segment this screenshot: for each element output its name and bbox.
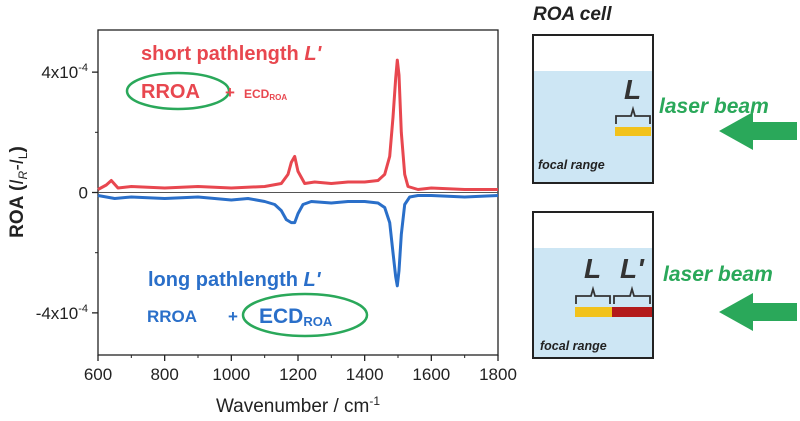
roa-cell-diagram: ROA cell L focal range laser beam L L' f… — [532, 4, 797, 359]
laser-beam-arrow — [719, 293, 797, 331]
pathlength-label-L: L — [624, 74, 641, 105]
cell-liquid — [533, 248, 653, 358]
y-tick-label: -4x10-4 — [36, 303, 88, 323]
pathlength-brace-L — [575, 285, 611, 304]
focal-range-label: focal range — [538, 158, 605, 172]
x-tick-label: 1400 — [346, 365, 384, 384]
x-axis-title: Wavenumber / cm-1 — [216, 394, 380, 417]
focal-range-label: focal range — [540, 339, 607, 353]
laser-beam-label: laser beam — [659, 95, 769, 118]
y-axis-ticks: 4x10-4 0 -4x10-4 — [36, 62, 98, 323]
roa-spectrum-chart: 600 800 1000 1200 1400 1600 1800 4x10-4 0 -4x10-… — [7, 29, 517, 417]
pathlength-label-L: L — [584, 253, 601, 284]
cell-border — [532, 211, 654, 359]
extended-pathlength-bar — [612, 307, 652, 317]
cell-long-pathlength: L L' focal range laser beam — [532, 211, 797, 359]
laser-beam-label: laser beam — [663, 263, 773, 286]
annotation-top-ecd: ECDROA — [244, 87, 287, 102]
ecd-highlight-ellipse — [241, 292, 369, 338]
annotation-long-pathlength: long pathlength L' — [148, 269, 322, 291]
series-line-0 — [97, 58, 498, 191]
laser-beam-arrow — [719, 112, 797, 150]
annotation-top-plus: + — [225, 83, 235, 102]
x-tick-label: 1600 — [412, 365, 450, 384]
annotation-bottom-rroa: RROA — [147, 307, 197, 326]
x-tick-label: 600 — [84, 365, 112, 384]
rroa-highlight-ellipse — [125, 71, 231, 111]
y-axis-title: ROA (IR-IL) — [7, 146, 30, 238]
pathlength-brace-Lprime — [613, 285, 651, 304]
annotation-top-rroa: RROA — [141, 81, 200, 103]
series-line-1 — [97, 194, 499, 288]
cell-border — [532, 34, 654, 184]
focal-range-bar — [615, 127, 651, 136]
x-tick-label: 1000 — [212, 365, 250, 384]
y-tick-label: 0 — [79, 184, 88, 203]
y-tick-label: 4x10-4 — [41, 62, 88, 82]
annotation-bottom-plus: + — [228, 307, 238, 326]
pathlength-label-Lprime: L' — [620, 253, 645, 284]
focal-range-bar — [575, 307, 612, 317]
x-tick-label: 1200 — [279, 365, 317, 384]
series-layer — [97, 58, 499, 288]
pathlength-brace — [615, 105, 651, 124]
cell-short-pathlength: L focal range laser beam — [532, 34, 797, 184]
x-tick-label: 1800 — [479, 365, 517, 384]
x-tick-label: 800 — [150, 365, 178, 384]
cell-title: ROA cell — [533, 4, 612, 25]
x-axis-ticks: 600 800 1000 1200 1400 1600 1800 — [84, 355, 517, 384]
annotation-short-pathlength: short pathlength L' — [141, 43, 323, 65]
annotation-bottom-ecd: ECDROA — [259, 305, 333, 329]
